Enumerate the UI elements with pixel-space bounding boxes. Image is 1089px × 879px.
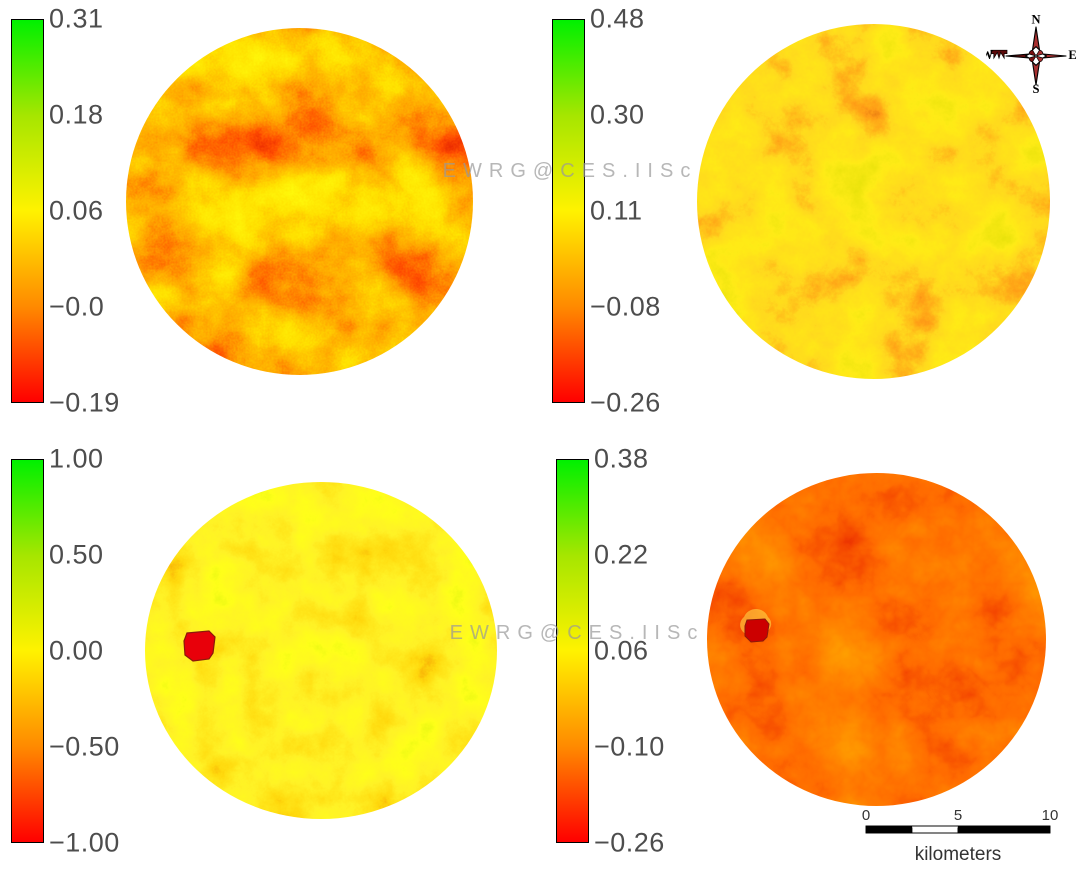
svg-text:5: 5 bbox=[954, 808, 962, 824]
svg-text:E: E bbox=[1068, 48, 1076, 62]
svg-text:W: W bbox=[986, 48, 994, 62]
svg-text:10: 10 bbox=[1042, 808, 1059, 824]
svg-text:S: S bbox=[1033, 82, 1040, 96]
svg-text:kilometers: kilometers bbox=[915, 844, 1002, 864]
svg-text:N: N bbox=[1031, 13, 1040, 27]
svg-text:0: 0 bbox=[862, 808, 870, 824]
